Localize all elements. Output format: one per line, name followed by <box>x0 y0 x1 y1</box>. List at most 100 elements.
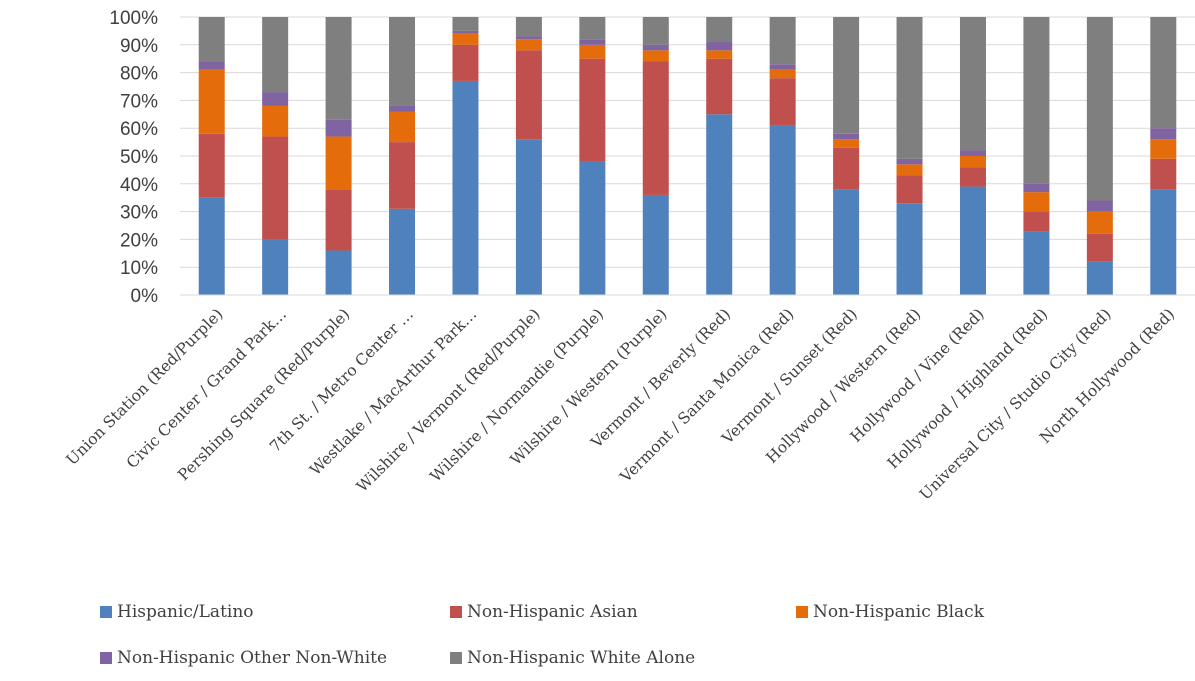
y-tick-label: 70% <box>120 91 158 112</box>
bar-segment <box>325 119 352 137</box>
bar-segment <box>833 133 860 140</box>
legend-swatch <box>450 606 462 618</box>
bar-segment <box>579 39 606 45</box>
x-tick-label: North Hollywood (Red) <box>1036 305 1178 447</box>
y-tick-label: 30% <box>120 203 158 224</box>
bar-segment <box>642 44 669 51</box>
bar-segment <box>579 17 606 40</box>
y-tick-label: 60% <box>120 119 158 140</box>
x-axis-tick-labels: Union Station (Red/Purple)Civic Center /… <box>63 305 1178 504</box>
bar-segment <box>515 17 542 37</box>
bar-segment <box>896 203 923 295</box>
legend-swatch <box>450 652 462 664</box>
bar-segment <box>1023 211 1050 232</box>
bar-segment <box>325 189 352 251</box>
legend-item: Hispanic/Latino <box>100 602 254 622</box>
bar-segment <box>959 186 986 295</box>
bar-segment <box>1086 200 1113 212</box>
legend-label: Non-Hispanic Asian <box>467 602 638 622</box>
legend-item: Non-Hispanic White Alone <box>450 648 695 668</box>
bar-segment <box>452 80 479 295</box>
bar-segment <box>1086 211 1113 234</box>
bar-segment <box>1086 17 1113 201</box>
y-tick-label: 0% <box>131 286 159 307</box>
bar-segment <box>1150 17 1177 129</box>
legend-label: Non-Hispanic Other Non-White <box>117 648 387 668</box>
bar-segment <box>389 17 416 106</box>
bar-segment <box>896 158 923 165</box>
bar-segment <box>959 156 986 168</box>
bar-segment <box>452 30 479 34</box>
bar-segment <box>706 58 733 115</box>
bar-segment <box>262 17 289 93</box>
legend-item: Non-Hispanic Asian <box>450 602 638 622</box>
bar-segment <box>1023 183 1050 193</box>
bar-segment <box>1150 139 1177 159</box>
bar-segment <box>706 114 733 295</box>
bar-segment <box>198 197 225 295</box>
bar-segment <box>198 17 225 62</box>
legend-swatch <box>100 606 112 618</box>
bar-segment <box>1150 189 1177 295</box>
bar-segment <box>896 164 923 176</box>
bar-segment <box>642 17 669 45</box>
bar-segment <box>706 17 733 43</box>
bar-segment <box>452 44 479 81</box>
bar-segment <box>1023 231 1050 295</box>
bar-segment <box>515 39 542 51</box>
bar-segment <box>706 50 733 59</box>
bar-segment <box>642 61 669 195</box>
bar-segment <box>325 17 352 120</box>
bar-segment <box>833 147 860 190</box>
bar-segment <box>1150 128 1177 140</box>
legend-item: Non-Hispanic Black <box>796 602 985 622</box>
y-tick-label: 100% <box>109 8 158 29</box>
bar-segment <box>198 133 225 198</box>
legend-label: Non-Hispanic Black <box>813 602 985 622</box>
bar-segment <box>515 139 542 295</box>
bar-segment <box>515 50 542 140</box>
bar-segment <box>198 69 225 134</box>
y-tick-label: 80% <box>120 64 158 85</box>
bar-segment <box>1086 233 1113 262</box>
bar-segment <box>1023 192 1050 212</box>
legend-label: Non-Hispanic White Alone <box>467 648 695 668</box>
bar-segment <box>769 17 796 65</box>
y-tick-label: 90% <box>120 36 158 57</box>
bar-segment <box>325 136 352 190</box>
legend-swatch <box>796 606 808 618</box>
bar-segment <box>579 44 606 59</box>
bar-segment <box>262 239 289 295</box>
bar-segment <box>579 161 606 295</box>
bar-segment <box>642 194 669 295</box>
y-tick-label: 40% <box>120 175 158 196</box>
y-axis-tick-labels: 0% 10% 20% 30% 40% 50% 60% 70% 80% 90% 100% <box>109 8 158 307</box>
bar-segment <box>452 33 479 45</box>
legend-label: Hispanic/Latino <box>117 602 254 622</box>
bar-segment <box>262 92 289 106</box>
y-tick-label: 20% <box>120 230 158 251</box>
bar-segment <box>769 69 796 79</box>
bar-segment <box>389 105 416 112</box>
bar-segment <box>896 17 923 159</box>
bar-segment <box>706 42 733 51</box>
bar-segment <box>389 142 416 209</box>
bar-segment <box>452 17 479 31</box>
bar-segment <box>1086 261 1113 295</box>
bar-segment <box>262 136 289 240</box>
bar-segment <box>959 167 986 187</box>
y-tick-label: 50% <box>120 147 158 168</box>
legend-swatch <box>100 652 112 664</box>
bar-segment <box>1023 17 1050 184</box>
bar-segment <box>959 150 986 156</box>
bar-segment <box>1150 158 1177 190</box>
bar-segment <box>769 78 796 126</box>
bar-segment <box>833 189 860 295</box>
bar-segment <box>833 17 860 134</box>
bar-segment <box>579 58 606 162</box>
bar-segment <box>769 125 796 295</box>
bar-segment <box>515 36 542 40</box>
bar-segment <box>896 175 923 204</box>
bar-segment <box>769 64 796 70</box>
